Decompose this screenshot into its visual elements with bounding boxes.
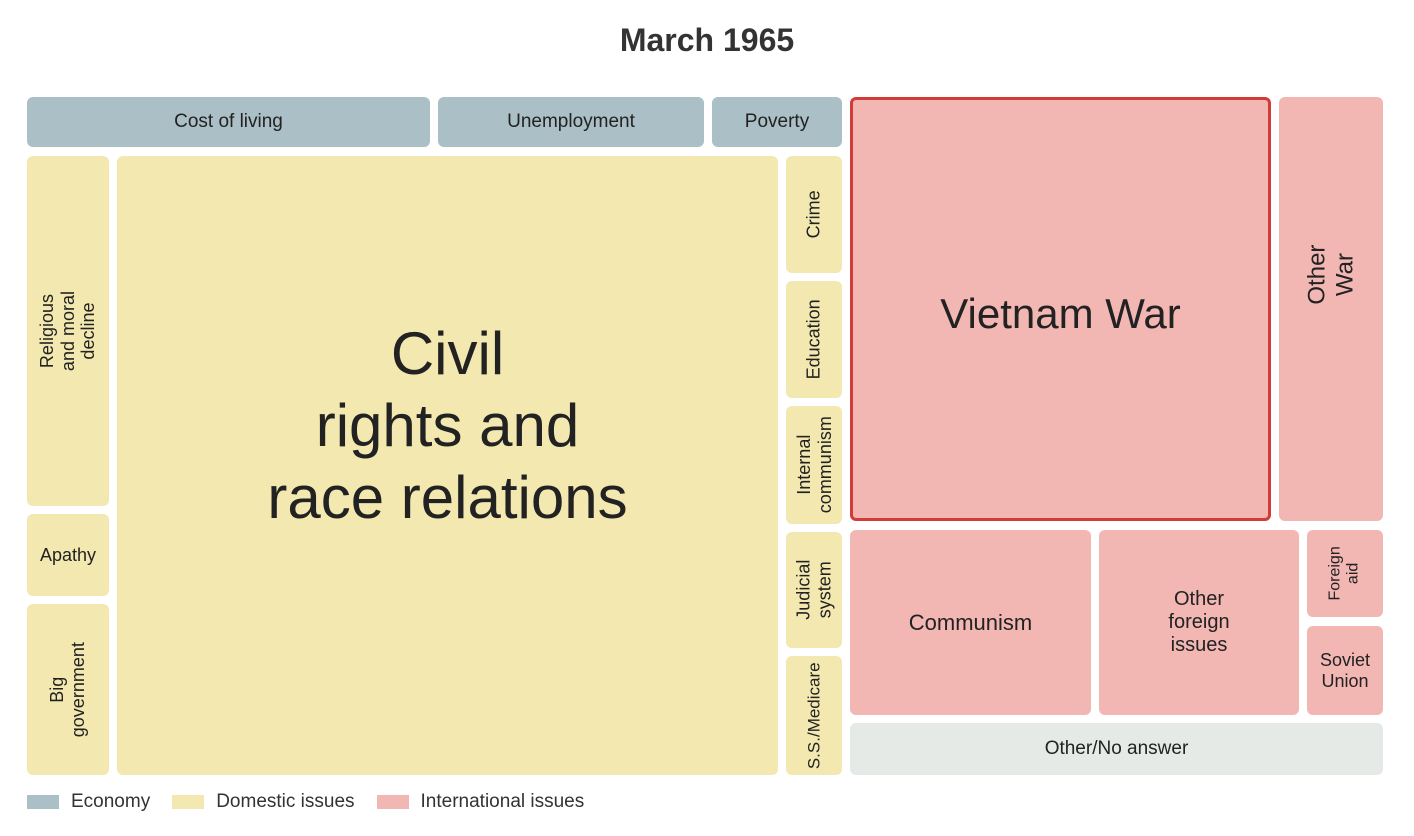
tile-label-soviet-union: Soviet Union bbox=[1319, 649, 1371, 691]
tile-label-religious-and-moral-decline: Religious and moral decline bbox=[36, 290, 99, 372]
tile-label-other-foreign-issues: Other foreign issues bbox=[1168, 588, 1230, 656]
legend-item-domestic: Domestic issues bbox=[172, 791, 355, 813]
legend-label-domestic: Domestic issues bbox=[216, 791, 355, 812]
tile-label-cost-of-living: Cost of living bbox=[174, 111, 283, 133]
tile-ss-medicare: S.S./Medicare bbox=[786, 656, 842, 775]
tile-label-education: Education bbox=[803, 299, 824, 380]
tile-apathy: Apathy bbox=[27, 514, 109, 596]
tile-other-war: Other War bbox=[1279, 97, 1383, 521]
legend-swatch-international bbox=[376, 795, 409, 809]
tile-soviet-union: Soviet Union bbox=[1307, 626, 1383, 715]
tile-education: Education bbox=[786, 281, 842, 398]
tile-communism: Communism bbox=[850, 530, 1091, 715]
tile-other-no-answer: Other/No answer bbox=[850, 723, 1383, 775]
tile-label-big-government: Big government bbox=[47, 641, 89, 738]
tile-label-other-no-answer: Other/No answer bbox=[1044, 738, 1189, 760]
tile-poverty: Poverty bbox=[712, 97, 842, 147]
tile-vietnam-war: Vietnam War bbox=[850, 97, 1271, 521]
tile-cost-of-living: Cost of living bbox=[27, 97, 430, 147]
legend-label-international: International issues bbox=[420, 791, 585, 812]
tile-label-apathy: Apathy bbox=[39, 544, 97, 565]
tile-big-government: Big government bbox=[27, 604, 109, 775]
chart-title: March 1965 bbox=[619, 22, 795, 58]
tile-label-poverty: Poverty bbox=[744, 111, 810, 133]
tile-label-vietnam-war: Vietnam War bbox=[940, 290, 1181, 337]
tile-religious-and-moral-decline: Religious and moral decline bbox=[27, 156, 109, 506]
tile-label-internal-communism: Internal communism bbox=[793, 416, 835, 514]
tile-crime: Crime bbox=[786, 156, 842, 273]
tile-foreign-aid: Foreign aid bbox=[1307, 530, 1383, 617]
tile-label-civil-rights-and-race-relations: Civil rights and race relations bbox=[267, 319, 628, 531]
tile-civil-rights-and-race-relations: Civil rights and race relations bbox=[117, 156, 778, 775]
tile-label-communism: Communism bbox=[908, 609, 1033, 635]
legend-swatch-domestic bbox=[172, 795, 205, 809]
tile-label-ss-medicare: S.S./Medicare bbox=[804, 662, 824, 769]
legend-label-economy: Economy bbox=[71, 791, 151, 812]
legend-swatch-economy bbox=[27, 795, 59, 809]
tile-label-judicial-system: Judicial system bbox=[793, 559, 834, 621]
tile-label-unemployment: Unemployment bbox=[507, 111, 635, 133]
tile-other-foreign-issues: Other foreign issues bbox=[1099, 530, 1299, 715]
tile-label-other-war: Other War bbox=[1303, 244, 1358, 305]
tile-label-crime: Crime bbox=[803, 190, 824, 239]
tile-label-foreign-aid: Foreign aid bbox=[1326, 546, 1362, 601]
legend-item-international: International issues bbox=[376, 791, 585, 813]
legend-item-economy: Economy bbox=[27, 791, 150, 813]
tile-internal-communism: Internal communism bbox=[786, 406, 842, 524]
tile-unemployment: Unemployment bbox=[438, 97, 704, 147]
tile-judicial-system: Judicial system bbox=[786, 532, 842, 648]
legend: Economy Domestic issues International is… bbox=[27, 790, 606, 814]
